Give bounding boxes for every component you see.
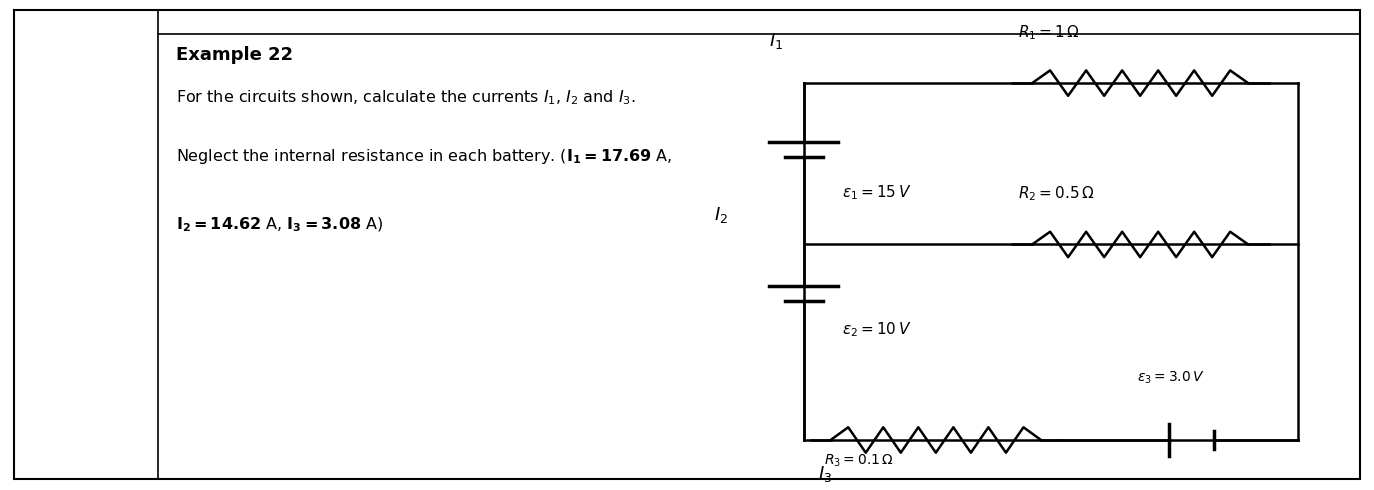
Text: $\varepsilon_3 = 3.0\,V$: $\varepsilon_3 = 3.0\,V$ [1136, 370, 1205, 386]
Text: $R_3 = 0.1\,\Omega$: $R_3 = 0.1\,\Omega$ [824, 452, 894, 468]
Text: $R_2 = 0.5\,\Omega$: $R_2 = 0.5\,\Omega$ [1018, 184, 1095, 203]
Text: Example 22: Example 22 [176, 47, 293, 65]
Text: Neglect the internal resistance in each battery. ($\mathbf{I_1 = 17.69}$ A,: Neglect the internal resistance in each … [176, 147, 672, 166]
Text: $\varepsilon_1 = 15\,V$: $\varepsilon_1 = 15\,V$ [842, 183, 912, 202]
Text: $I_1$: $I_1$ [769, 31, 783, 51]
Text: $\varepsilon_2 = 10\,V$: $\varepsilon_2 = 10\,V$ [842, 320, 912, 339]
Text: $I_2$: $I_2$ [714, 205, 728, 225]
Text: $I_3$: $I_3$ [818, 465, 831, 485]
Text: $R_1 = 1\,\Omega$: $R_1 = 1\,\Omega$ [1018, 23, 1080, 42]
Text: $\mathbf{I_2 = 14.62}$ A, $\mathbf{I_3 = 3.08}$ A): $\mathbf{I_2 = 14.62}$ A, $\mathbf{I_3 =… [176, 215, 383, 234]
Text: For the circuits shown, calculate the currents $I_1$, $I_2$ and $I_3$.: For the circuits shown, calculate the cu… [176, 88, 636, 107]
